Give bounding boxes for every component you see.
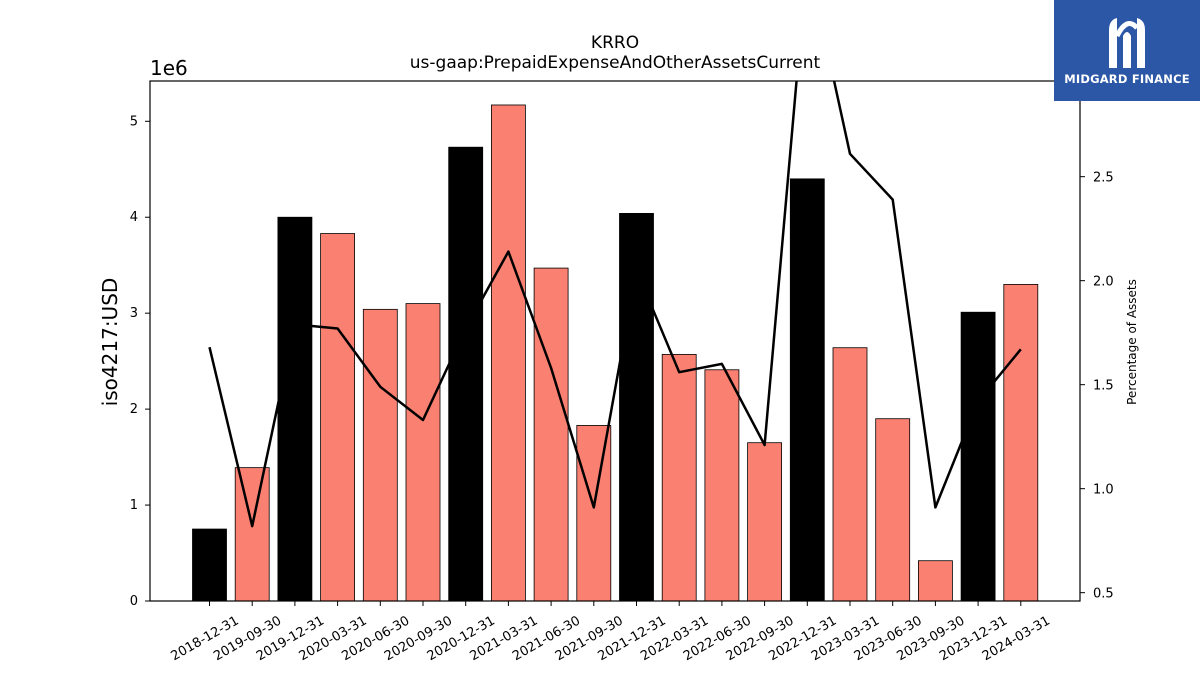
bar-2023-06-30	[875, 418, 911, 602]
y-axis-offset-label: 1e6	[150, 56, 188, 80]
bar-2019-09-30	[234, 467, 270, 602]
y2-tick-label: 2.0	[1093, 275, 1114, 290]
bar-2021-03-31	[490, 104, 526, 602]
y-tick-label: 0	[130, 594, 138, 609]
plot-frame	[149, 80, 1081, 602]
bar-2020-06-30	[362, 308, 398, 602]
y-tick-label: 4	[130, 210, 138, 225]
bar-2020-03-31	[320, 233, 356, 602]
bar-2020-12-31	[448, 146, 484, 602]
y2-tick-label: 0.5	[1093, 587, 1114, 602]
bar-2022-03-31	[661, 354, 697, 602]
y2-tick-label: 2.5	[1093, 171, 1114, 186]
bar-2018-12-31	[192, 528, 227, 602]
y-axis-label: iso4217:USD	[98, 278, 122, 407]
bar-2023-03-31	[832, 347, 868, 602]
y2-tick-label: 1.5	[1093, 379, 1114, 394]
y2-axis-label: Percentage of Assets	[1125, 279, 1139, 405]
bar-2022-12-31	[789, 178, 825, 602]
percentage-of-assets-line	[208, 81, 1022, 528]
bars-group	[192, 104, 1039, 602]
bar-2024-03-31	[1003, 283, 1039, 602]
bar-2022-09-30	[747, 442, 782, 602]
y-tick-label: 1	[130, 498, 138, 513]
y-tick-label: 2	[130, 402, 138, 417]
bar-2022-06-30	[704, 369, 740, 602]
y-tick-label: 5	[130, 114, 138, 129]
bar-2021-09-30	[576, 425, 612, 602]
bar-2019-12-31	[277, 216, 313, 602]
y2-tick-label: 1.0	[1093, 483, 1114, 498]
chart-subtitle: us-gaap:PrepaidExpenseAndOtherAssetsCurr…	[410, 53, 821, 73]
bar-2020-09-30	[405, 303, 441, 602]
bar-2021-12-31	[619, 212, 654, 602]
bar-2023-12-31	[960, 311, 996, 602]
y-tick-label: 3	[130, 306, 138, 321]
bar-2023-09-30	[918, 560, 953, 602]
logo-text: MIDGARD FINANCE	[1064, 72, 1190, 86]
midgard-finance-logo: MIDGARD FINANCE	[1054, 0, 1200, 101]
midgard-m-logo-icon	[1109, 18, 1145, 68]
bar-2021-06-30	[533, 267, 569, 602]
line-group	[208, 81, 1022, 528]
chart-title: KRRO	[591, 33, 639, 53]
